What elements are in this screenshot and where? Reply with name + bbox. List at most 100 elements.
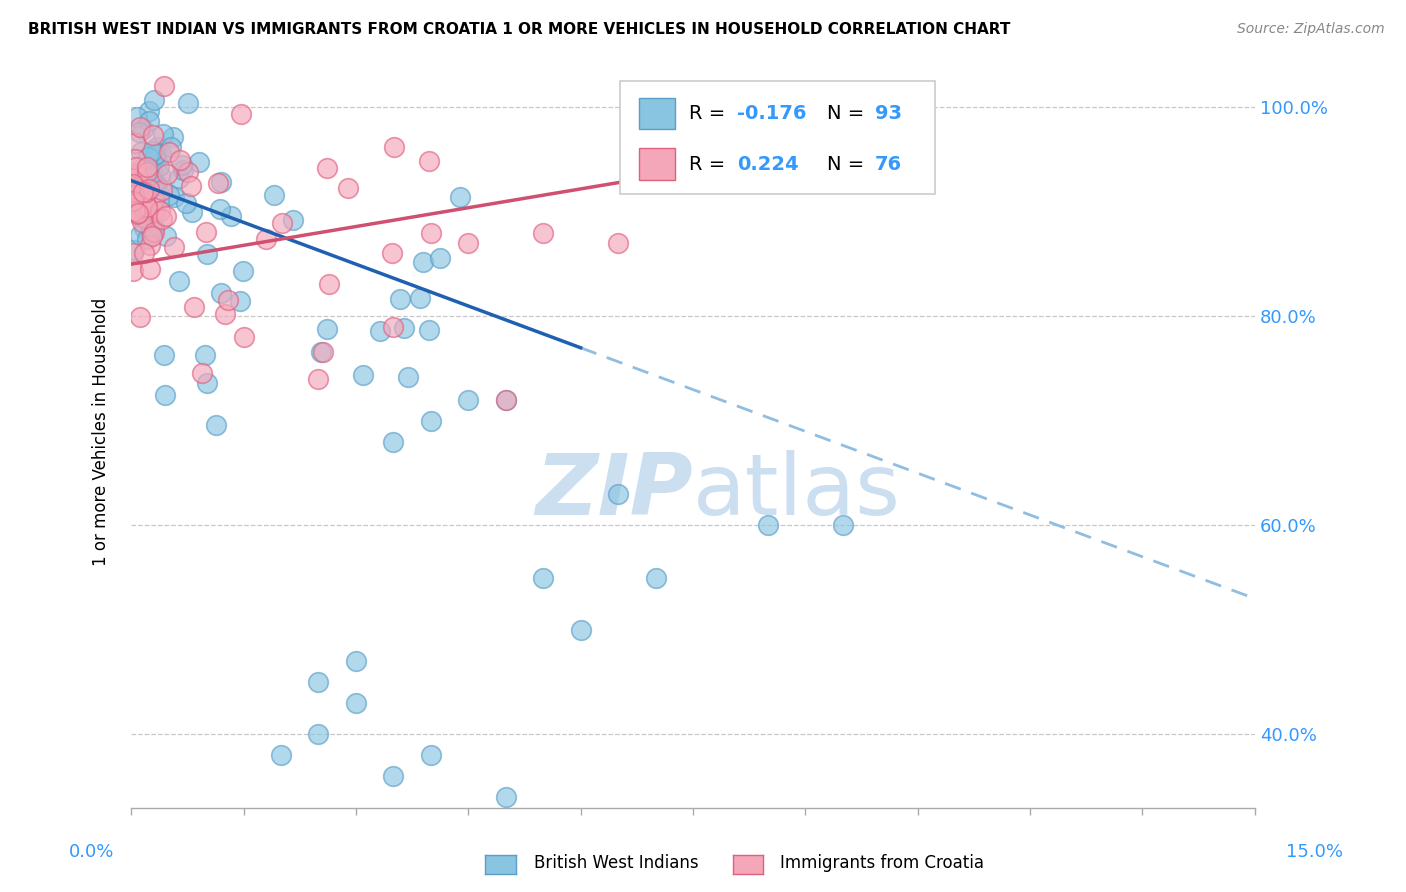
Point bbox=[135, 200, 157, 214]
Point bbox=[153, 79, 176, 94]
Point bbox=[139, 238, 162, 252]
Point bbox=[229, 294, 252, 309]
Point bbox=[136, 204, 159, 219]
Point bbox=[644, 571, 666, 585]
Point bbox=[127, 206, 149, 220]
Point bbox=[153, 388, 176, 402]
Point bbox=[131, 183, 153, 197]
Point bbox=[150, 183, 173, 197]
Point bbox=[149, 168, 172, 182]
Point bbox=[134, 196, 156, 211]
Point bbox=[152, 127, 174, 141]
Point bbox=[195, 376, 218, 390]
Point bbox=[307, 675, 329, 690]
Point bbox=[188, 154, 211, 169]
Point bbox=[142, 167, 165, 181]
Point bbox=[143, 219, 166, 234]
Point bbox=[263, 188, 285, 202]
Point bbox=[418, 153, 440, 168]
Point bbox=[408, 291, 430, 305]
FancyBboxPatch shape bbox=[640, 98, 675, 129]
Point bbox=[136, 231, 159, 245]
Point bbox=[155, 210, 177, 224]
Point bbox=[156, 167, 179, 181]
Point bbox=[418, 323, 440, 337]
Point bbox=[495, 392, 517, 407]
Point bbox=[429, 252, 451, 266]
Point bbox=[169, 153, 191, 168]
Text: R =: R = bbox=[689, 154, 731, 174]
Point bbox=[121, 264, 143, 278]
Point bbox=[132, 194, 155, 209]
Point bbox=[419, 226, 441, 240]
Point bbox=[352, 368, 374, 383]
Point bbox=[368, 324, 391, 338]
Point bbox=[134, 165, 156, 179]
Point bbox=[207, 176, 229, 190]
Point bbox=[214, 307, 236, 321]
Point bbox=[794, 111, 817, 125]
Point bbox=[172, 163, 194, 178]
Point bbox=[142, 94, 165, 108]
Point bbox=[122, 191, 145, 205]
Point bbox=[141, 145, 163, 159]
Point bbox=[141, 229, 163, 244]
Text: British West Indians: British West Indians bbox=[534, 855, 699, 872]
FancyBboxPatch shape bbox=[640, 148, 675, 180]
Text: 0.0%: 0.0% bbox=[69, 843, 114, 861]
Point bbox=[146, 140, 169, 154]
Point bbox=[138, 182, 160, 196]
Point bbox=[162, 130, 184, 145]
Point bbox=[177, 165, 200, 179]
Point bbox=[232, 264, 254, 278]
Point bbox=[141, 224, 163, 238]
Point bbox=[419, 414, 441, 428]
Point bbox=[138, 150, 160, 164]
Text: 15.0%: 15.0% bbox=[1286, 843, 1343, 861]
Point bbox=[153, 348, 176, 362]
Point bbox=[167, 274, 190, 288]
Point bbox=[607, 487, 630, 501]
Point bbox=[209, 175, 232, 189]
Text: R =: R = bbox=[689, 104, 731, 123]
Point bbox=[125, 160, 148, 174]
Point bbox=[128, 189, 150, 203]
Point bbox=[208, 202, 231, 216]
Point bbox=[180, 178, 202, 193]
Point bbox=[129, 197, 152, 211]
Point bbox=[344, 654, 367, 668]
Point bbox=[121, 177, 143, 191]
Point bbox=[122, 184, 145, 198]
Point bbox=[148, 193, 170, 207]
Point bbox=[155, 228, 177, 243]
Text: -0.176: -0.176 bbox=[737, 104, 806, 123]
Point bbox=[136, 165, 159, 179]
Point bbox=[125, 110, 148, 124]
Point bbox=[134, 191, 156, 205]
Point bbox=[149, 147, 172, 161]
Point bbox=[194, 348, 217, 362]
Point bbox=[170, 158, 193, 172]
Point bbox=[121, 203, 143, 218]
Point bbox=[124, 204, 146, 219]
Point bbox=[380, 246, 402, 260]
Text: BRITISH WEST INDIAN VS IMMIGRANTS FROM CROATIA 1 OR MORE VEHICLES IN HOUSEHOLD C: BRITISH WEST INDIAN VS IMMIGRANTS FROM C… bbox=[28, 22, 1011, 37]
Point bbox=[831, 518, 853, 533]
Point bbox=[195, 247, 218, 261]
Point bbox=[121, 194, 143, 209]
Point bbox=[163, 240, 186, 254]
Point bbox=[457, 392, 479, 407]
Point bbox=[309, 345, 332, 359]
Text: N =: N = bbox=[827, 104, 870, 123]
Point bbox=[141, 223, 163, 237]
Point bbox=[336, 181, 359, 195]
Point bbox=[157, 145, 180, 159]
Point bbox=[388, 292, 411, 306]
Point bbox=[382, 139, 405, 153]
Point bbox=[457, 236, 479, 251]
Point bbox=[143, 148, 166, 162]
Point bbox=[134, 246, 156, 260]
Point bbox=[307, 727, 329, 741]
Point bbox=[382, 319, 405, 334]
Point bbox=[396, 369, 419, 384]
